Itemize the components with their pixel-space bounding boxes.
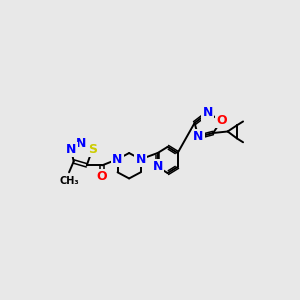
Text: CH₃: CH₃ [59, 176, 79, 186]
Text: N: N [76, 136, 87, 149]
Text: N: N [152, 160, 163, 173]
Text: N: N [136, 153, 146, 166]
Text: N: N [193, 130, 204, 143]
Text: N: N [112, 153, 123, 166]
Text: O: O [216, 114, 227, 127]
Text: O: O [97, 170, 107, 183]
Text: N: N [66, 143, 76, 157]
Text: N: N [202, 106, 213, 119]
Text: S: S [88, 143, 97, 157]
